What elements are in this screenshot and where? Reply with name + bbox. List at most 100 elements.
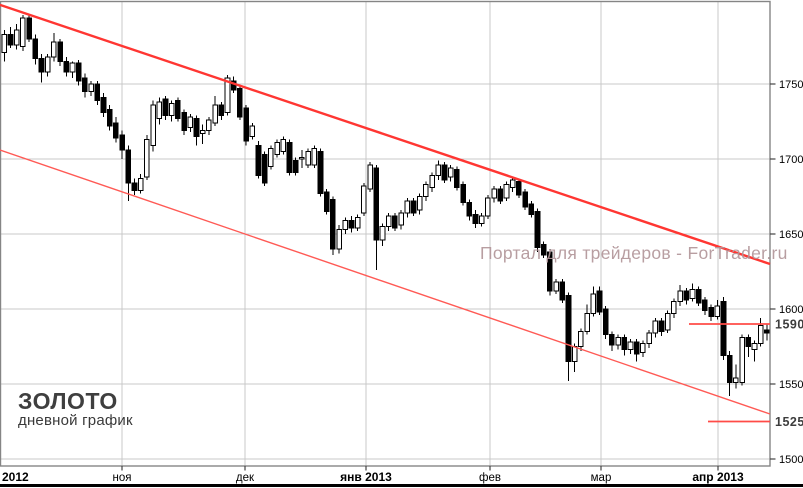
candle-up [664,313,671,331]
candle-down [237,88,243,118]
x-tick-label: дек [236,472,255,484]
candle-down [522,191,528,208]
candle-down [119,134,125,151]
candle-up [361,185,367,214]
candle-up [435,164,442,176]
candle-up [553,281,559,292]
candle-down [82,77,88,92]
candle-up [336,229,342,250]
candle-down [745,337,752,347]
candle-up [398,212,404,226]
candle-down [454,169,460,188]
upper-channel-resistance [0,3,771,266]
candle-up [652,320,659,334]
candle-down [410,200,417,214]
x-tick-label: янв 2013 [340,470,392,484]
candle-up [280,139,287,152]
candle-down [261,154,268,184]
candle-down [57,41,63,62]
y-tick-label: 1600 [779,304,803,316]
candle-down [633,341,640,355]
candle-down [528,203,535,215]
candle-up [249,125,256,137]
candle-down [38,58,45,73]
candle-down [534,211,541,248]
candle-up [20,17,26,47]
level-label-1590: 1590 [775,318,803,332]
candle-down [292,160,299,173]
candle-down [243,107,249,142]
candle-down [596,290,603,313]
y-tick-label: 1700 [779,154,803,166]
candle-up [423,184,429,197]
candle-down [193,118,200,137]
candle-down [7,34,14,46]
instrument-title: ЗОЛОТО [18,388,118,414]
candle-down [702,299,708,311]
candle-up [342,220,349,230]
y-axis: 1750 1700 1650 1600 1550 1500 [770,79,803,466]
candle-up [646,332,652,344]
candle-up [429,175,435,188]
candle-down [695,289,702,304]
candle-down [472,214,479,224]
candle-down [726,355,733,383]
y-tick-label: 1500 [779,454,803,466]
candle-down [317,151,324,194]
candle-down [106,109,113,127]
candle-up [44,56,51,73]
price-levels: 1590 1525 [689,318,803,429]
candle-down [516,181,522,196]
candle-up [187,116,194,128]
candle-up [367,164,373,190]
candle-up [51,41,57,58]
candle-down [162,98,169,116]
candle-up [739,337,745,383]
candle-up [671,301,677,314]
candle-up [385,215,392,227]
candle-up [274,142,280,155]
candle-up [571,346,578,362]
candle-down [621,337,628,350]
candle-down [323,191,330,212]
candle-down [286,142,293,173]
candle-up [305,151,311,166]
candle-up [212,104,218,124]
x-tick-label: 2012 [2,470,29,484]
candle-down [348,220,355,229]
candle-down [131,182,138,191]
chart-title-block: ЗОЛОТО дневной график [18,389,133,429]
candle-down [764,329,770,334]
candle-down [708,307,714,317]
x-tick-label: апр 2013 [692,470,744,484]
candle-up [584,313,590,332]
candle-up [733,377,739,383]
candle-up [751,343,758,350]
candle-up [144,139,150,178]
candle-up [578,331,584,347]
candle-up [156,101,163,119]
candle-down [125,149,132,184]
candle-up [677,290,683,302]
candle-down [218,104,225,116]
y-tick-label: 1650 [779,229,803,241]
candle-down [181,112,187,131]
candle-up [491,188,497,199]
candle-down [75,62,82,82]
candle-up [503,184,510,199]
candle-up [404,200,411,214]
candle-down [441,164,448,181]
candle-down [373,167,380,241]
candle-up [150,104,156,146]
candle-up [615,337,621,346]
candle-down [565,295,572,362]
candle-down [255,145,262,176]
candle-down [497,188,504,202]
timeframe-subtitle: дневной график [18,412,133,429]
candle-up [268,148,274,167]
candle-down [26,17,32,40]
level-label-1525: 1525 [775,415,803,429]
candle-up [224,77,231,113]
candle-down [559,281,566,301]
